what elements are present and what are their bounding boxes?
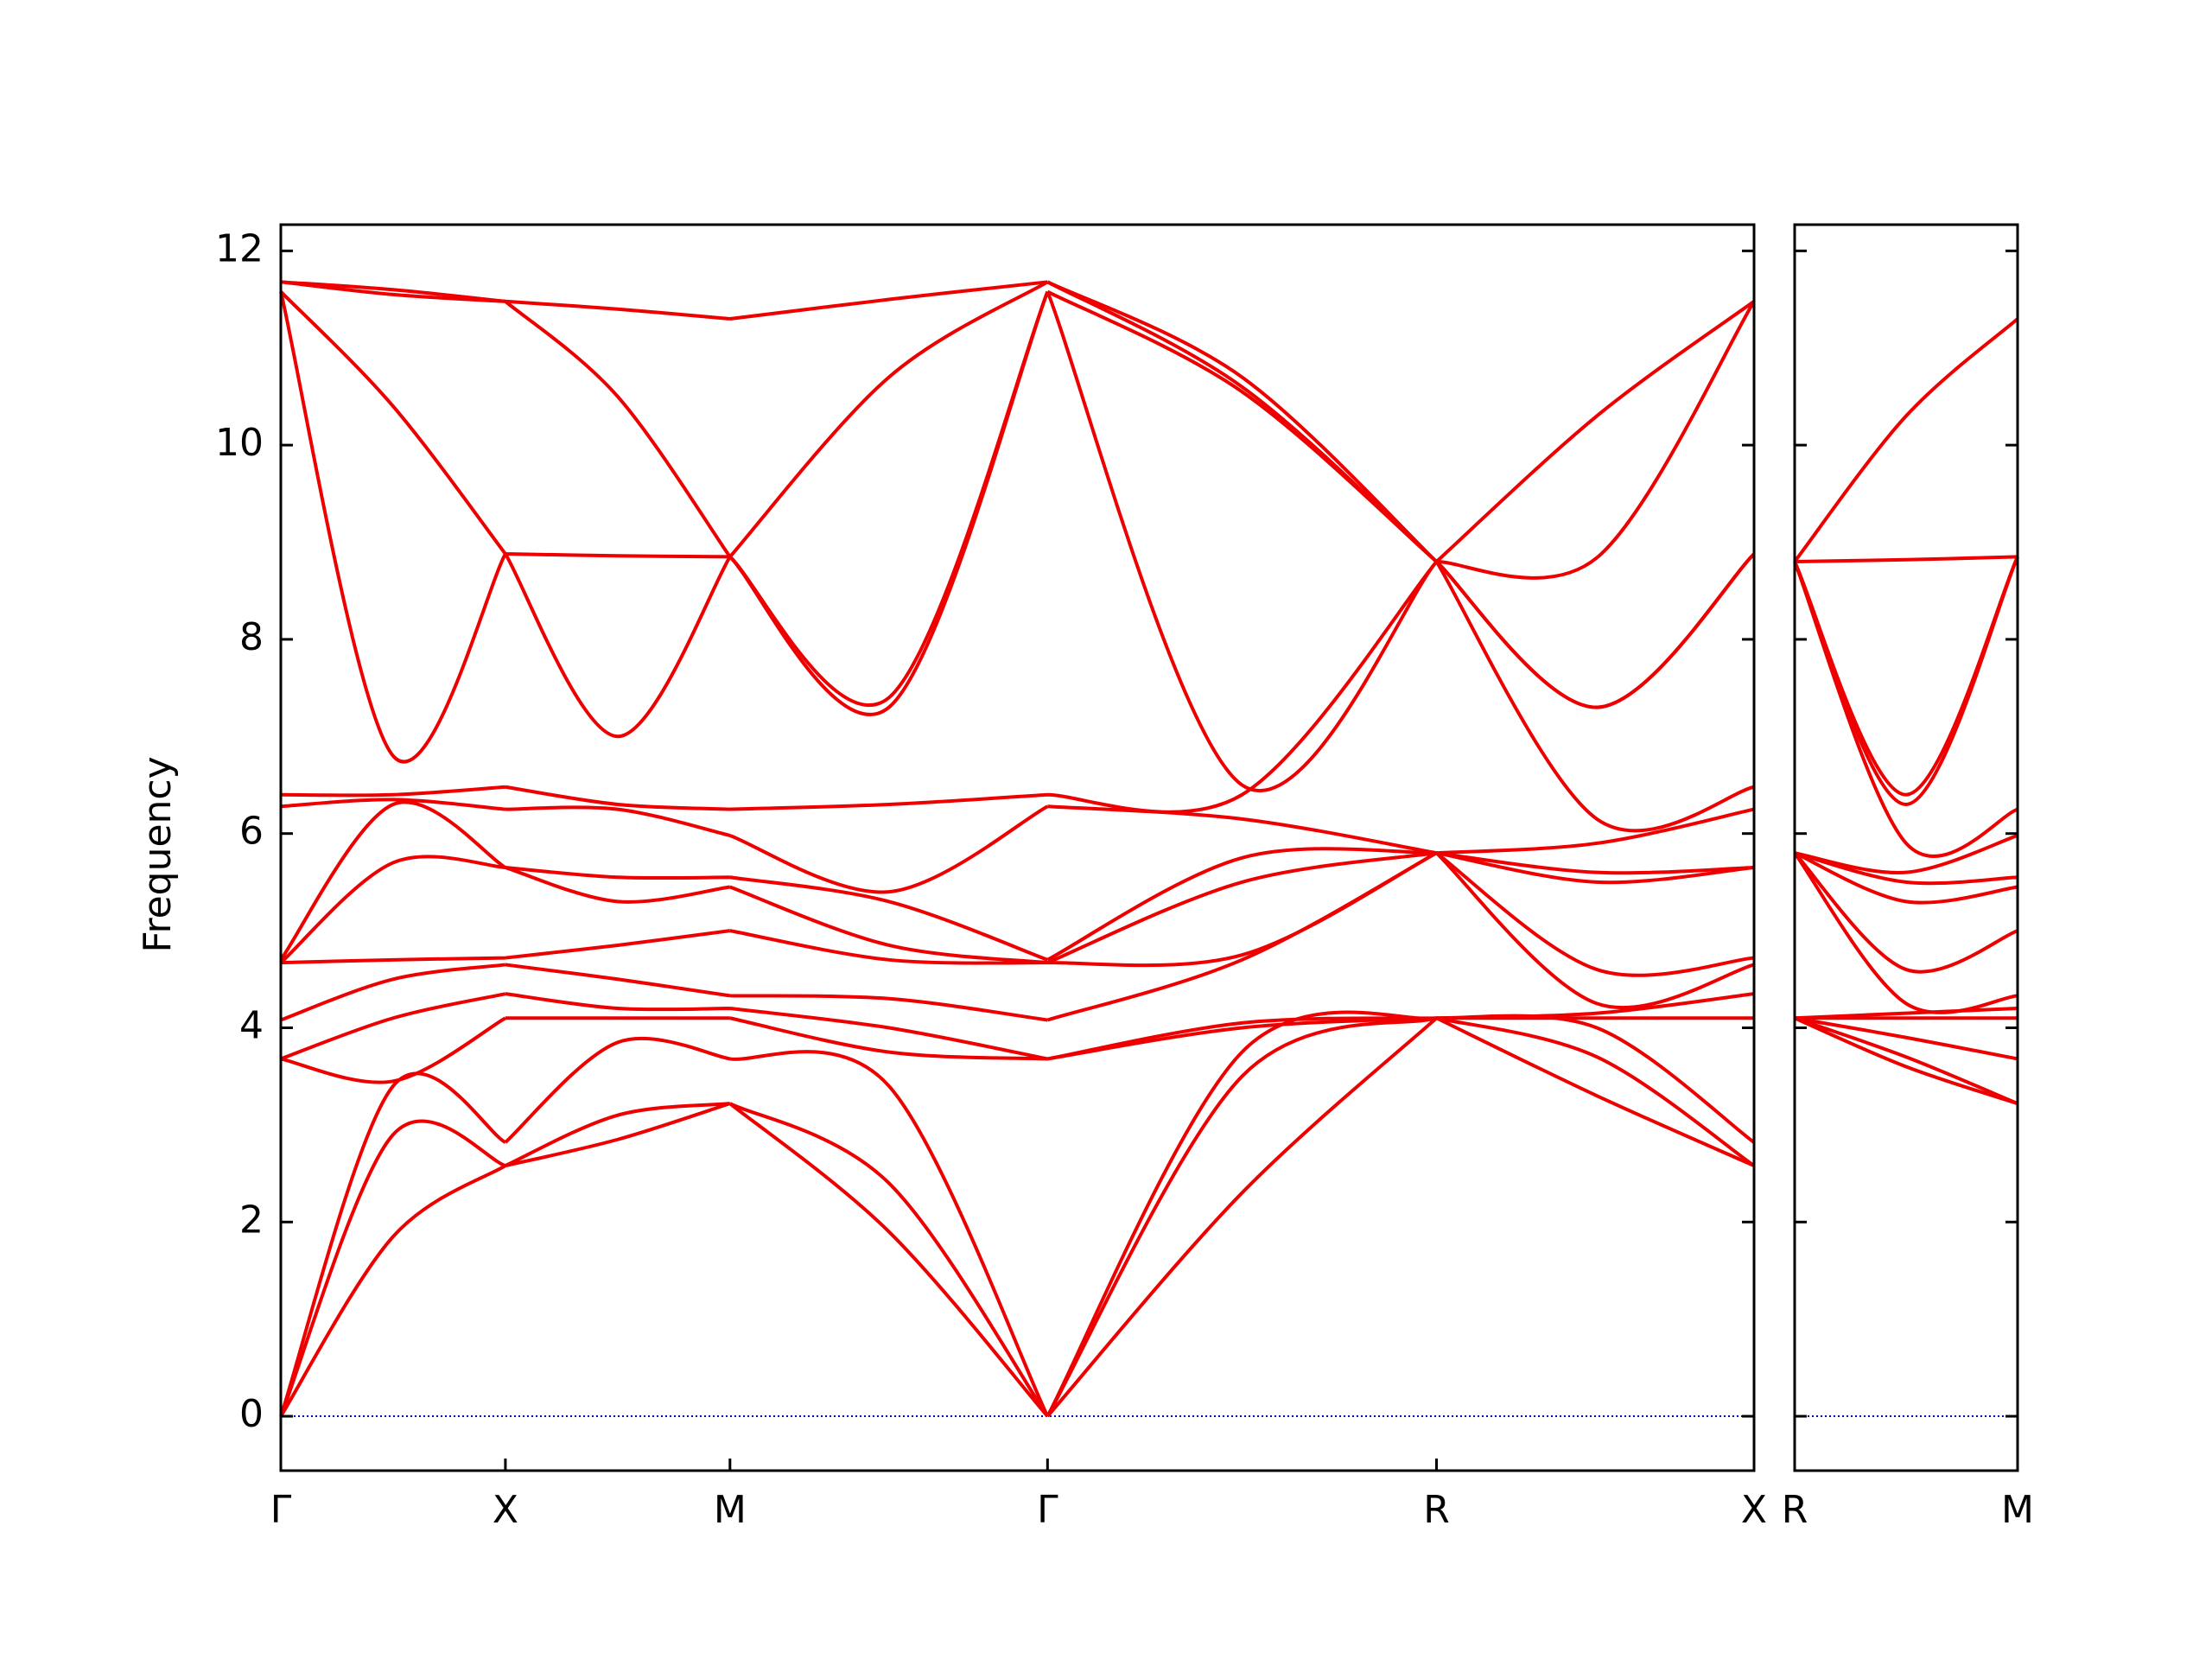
y-axis-label: Frequency [136, 756, 180, 952]
x-tick-label: R [1782, 1488, 1808, 1532]
y-tick-label: 12 [215, 226, 264, 270]
x-tick-label: R [1423, 1488, 1450, 1532]
x-tick-label: M [714, 1488, 747, 1532]
band-line [1794, 1016, 2018, 1061]
band-line [280, 1016, 1754, 1084]
y-tick-label: 0 [239, 1392, 264, 1436]
band-line [1793, 556, 2019, 797]
band-line [280, 560, 1755, 833]
band-line [1794, 1016, 2018, 1106]
band-line [280, 851, 1755, 977]
band-line [1793, 561, 2018, 858]
band-line [1794, 1007, 2018, 1020]
band-line [1793, 851, 2018, 1014]
band-line [1793, 556, 2019, 806]
y-tick-label: 10 [215, 421, 264, 465]
band-line [279, 800, 1755, 962]
band-line [279, 1016, 1756, 1418]
x-tick-label: X [1741, 1488, 1767, 1532]
band-line [279, 851, 1755, 965]
band-line [1794, 555, 2018, 564]
band-line [1794, 834, 2018, 874]
band-line [1793, 317, 2019, 563]
y-tick-label: 8 [239, 615, 264, 659]
x-tick-label: X [493, 1488, 518, 1532]
y-tick-label: 2 [239, 1198, 264, 1242]
band-line [280, 280, 1756, 563]
x-tick-label: M [2001, 1488, 2034, 1532]
band-line [1794, 851, 2018, 886]
band-line [280, 851, 1755, 1022]
band-line [279, 1016, 1755, 1418]
band-line [279, 1010, 1756, 1418]
plot-frame [279, 223, 1756, 1472]
band-line [279, 290, 1756, 793]
band-line [1794, 851, 2018, 905]
x-tick-label: Γ [270, 1488, 292, 1532]
x-tick-label: Γ [1037, 1488, 1058, 1532]
plot-frame [1793, 223, 2019, 1472]
band-line [280, 992, 1755, 1061]
y-tick-label: 4 [239, 1003, 264, 1047]
band-line [279, 289, 1756, 709]
y-tick-label: 6 [239, 810, 264, 854]
band-line [1793, 851, 2018, 974]
band-line [1794, 1016, 2018, 1106]
band-line [280, 798, 1755, 894]
band-line [280, 280, 1756, 580]
